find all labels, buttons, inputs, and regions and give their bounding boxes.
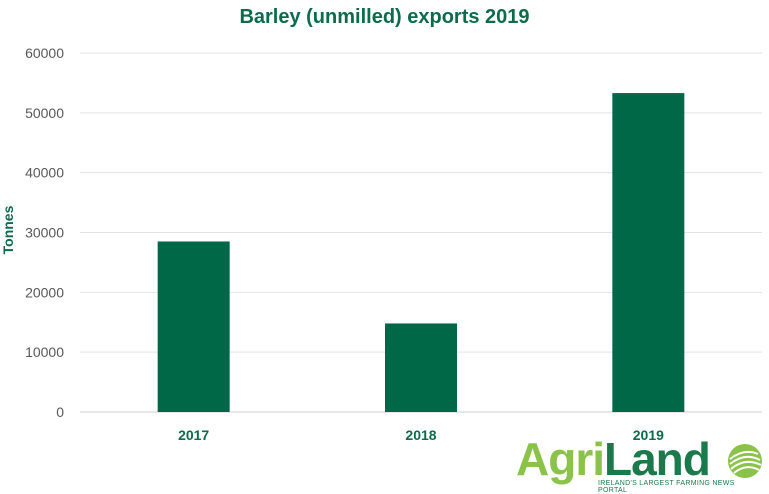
y-tick-label: 30000 — [25, 225, 64, 241]
x-tick-label: 2019 — [633, 427, 664, 443]
bar — [157, 241, 230, 412]
bar — [612, 93, 685, 413]
y-tick-label: 10000 — [25, 344, 64, 360]
y-tick-label: 50000 — [25, 105, 64, 121]
x-tick-label: 2017 — [178, 427, 209, 443]
chart-title: Barley (unmilled) exports 2019 — [239, 6, 530, 28]
logo-wordmark: AgriLand — [516, 433, 711, 485]
field-globe-icon — [728, 444, 762, 478]
y-tick-label: 20000 — [25, 284, 64, 300]
y-tick-label: 60000 — [25, 45, 64, 61]
agriland-logo: AgriLand IRELAND'S LARGEST FARMING NEWS … — [516, 433, 766, 494]
bar — [385, 323, 457, 412]
logo-tagline: IRELAND'S LARGEST FARMING NEWS PORTAL — [598, 480, 735, 494]
y-tick-label: 0 — [56, 404, 64, 420]
y-tick-label: 40000 — [25, 165, 64, 181]
x-tick-label: 2018 — [405, 427, 436, 443]
